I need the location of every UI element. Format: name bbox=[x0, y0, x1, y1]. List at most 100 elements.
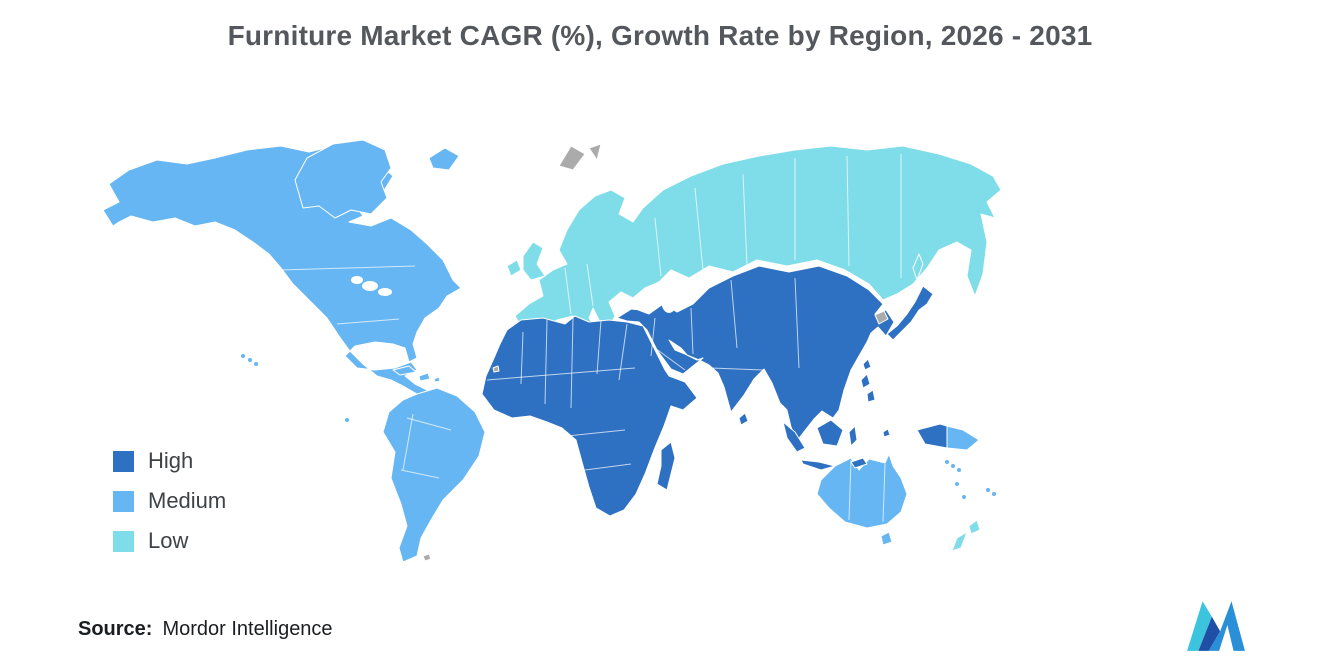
region-africa bbox=[481, 315, 698, 517]
region-moluccas bbox=[882, 428, 891, 438]
legend-swatch-high-rect bbox=[113, 450, 134, 472]
region-iceland bbox=[428, 147, 460, 171]
region-hispaniola bbox=[418, 372, 431, 382]
legend-swatch-high bbox=[113, 450, 134, 472]
region-south-america bbox=[382, 387, 486, 563]
logo-left-ribbon bbox=[1187, 601, 1212, 651]
legend-swatch-low bbox=[113, 530, 134, 552]
region-greenland bbox=[294, 139, 392, 219]
border-line bbox=[584, 463, 632, 471]
border-line bbox=[566, 429, 626, 437]
border-line bbox=[846, 155, 850, 267]
logo-middle-fold bbox=[1198, 616, 1221, 651]
border-line bbox=[654, 217, 662, 277]
border-line bbox=[694, 187, 704, 271]
border-line bbox=[402, 413, 414, 471]
legend-label-low: Low bbox=[148, 528, 189, 553]
region-borneo bbox=[816, 419, 844, 447]
region-asia-middle-east bbox=[616, 265, 895, 442]
island-dot bbox=[254, 362, 258, 366]
border-line bbox=[544, 319, 548, 405]
border-line bbox=[279, 265, 416, 271]
region-puerto-rico bbox=[433, 376, 441, 383]
island-dot bbox=[957, 468, 961, 472]
region-madagascar bbox=[656, 441, 676, 491]
border-line bbox=[520, 331, 524, 385]
black-sea bbox=[625, 298, 647, 310]
great-lakes bbox=[378, 288, 392, 296]
mordor-intelligence-logo bbox=[1187, 601, 1245, 651]
region-new-zealand-south bbox=[951, 531, 968, 552]
regions-no-data bbox=[422, 143, 889, 562]
border-line bbox=[882, 463, 886, 523]
inland-seas bbox=[351, 276, 677, 313]
regions-high bbox=[481, 265, 948, 517]
region-svalbard bbox=[558, 145, 586, 171]
source-value: Mordor Intelligence bbox=[162, 618, 333, 640]
region-north-america bbox=[102, 145, 462, 405]
island-dot bbox=[945, 460, 949, 464]
border-line bbox=[742, 173, 748, 267]
region-japan bbox=[886, 285, 934, 341]
border-line bbox=[650, 317, 656, 357]
border-line bbox=[848, 459, 852, 521]
island-dot bbox=[955, 482, 959, 486]
region-timor bbox=[850, 457, 868, 469]
border-line bbox=[654, 347, 686, 371]
border-line bbox=[586, 263, 594, 307]
border-line bbox=[596, 319, 602, 375]
region-europe-russia bbox=[514, 145, 1002, 343]
region-cape-verde bbox=[492, 365, 500, 373]
border-line bbox=[400, 469, 440, 479]
country-borders bbox=[279, 154, 902, 523]
region-sumatra bbox=[782, 421, 806, 453]
border-line bbox=[710, 367, 764, 371]
regions-low bbox=[506, 145, 1002, 552]
regions-medium bbox=[102, 139, 996, 563]
island-dot bbox=[241, 354, 245, 358]
source-label: Source: bbox=[78, 618, 153, 640]
legend-item-high: High bbox=[113, 448, 226, 474]
region-philippines-south bbox=[866, 389, 876, 403]
legend-swatch-low-rect bbox=[113, 530, 134, 552]
region-taiwan bbox=[862, 358, 872, 371]
border-line bbox=[730, 279, 738, 349]
region-ireland bbox=[506, 259, 522, 277]
border-line bbox=[486, 367, 636, 381]
border-line bbox=[564, 267, 572, 315]
region-cuba bbox=[392, 365, 417, 376]
region-sri-lanka bbox=[738, 412, 749, 426]
island-dot bbox=[986, 488, 990, 492]
island-dot bbox=[992, 492, 996, 496]
border-line bbox=[570, 317, 574, 409]
region-tasmania bbox=[880, 531, 893, 546]
region-falklands bbox=[422, 553, 432, 562]
region-svalbard-east bbox=[588, 143, 602, 161]
island-dot bbox=[951, 464, 955, 468]
region-new-zealand-north bbox=[968, 519, 981, 535]
chart-title: Furniture Market CAGR (%), Growth Rate b… bbox=[227, 20, 1093, 51]
region-philippines-north bbox=[860, 373, 871, 389]
region-united-kingdom bbox=[522, 241, 546, 281]
source-row: Source: Mordor Intelligence bbox=[78, 618, 333, 641]
legend-label-medium: Medium bbox=[148, 488, 227, 513]
caspian-sea bbox=[661, 287, 677, 313]
legend-item-medium: Medium bbox=[113, 488, 226, 514]
island-dot bbox=[962, 495, 966, 499]
great-lakes bbox=[362, 281, 378, 291]
logo-right-ribbon bbox=[1208, 601, 1245, 651]
region-java bbox=[800, 459, 836, 471]
region-north-korea bbox=[874, 310, 889, 325]
border-line bbox=[336, 318, 400, 325]
island-dot bbox=[248, 358, 252, 362]
border-line bbox=[618, 323, 628, 381]
great-lakes bbox=[351, 276, 363, 284]
legend-swatch-medium bbox=[113, 490, 134, 512]
region-sulawesi bbox=[848, 425, 858, 447]
region-new-guinea-west bbox=[916, 423, 948, 449]
border-line bbox=[794, 277, 800, 369]
legend-label-high: High bbox=[148, 448, 194, 473]
legend-swatch-medium-rect bbox=[113, 490, 134, 512]
world-map bbox=[102, 139, 1002, 563]
region-new-guinea-east bbox=[946, 425, 980, 451]
